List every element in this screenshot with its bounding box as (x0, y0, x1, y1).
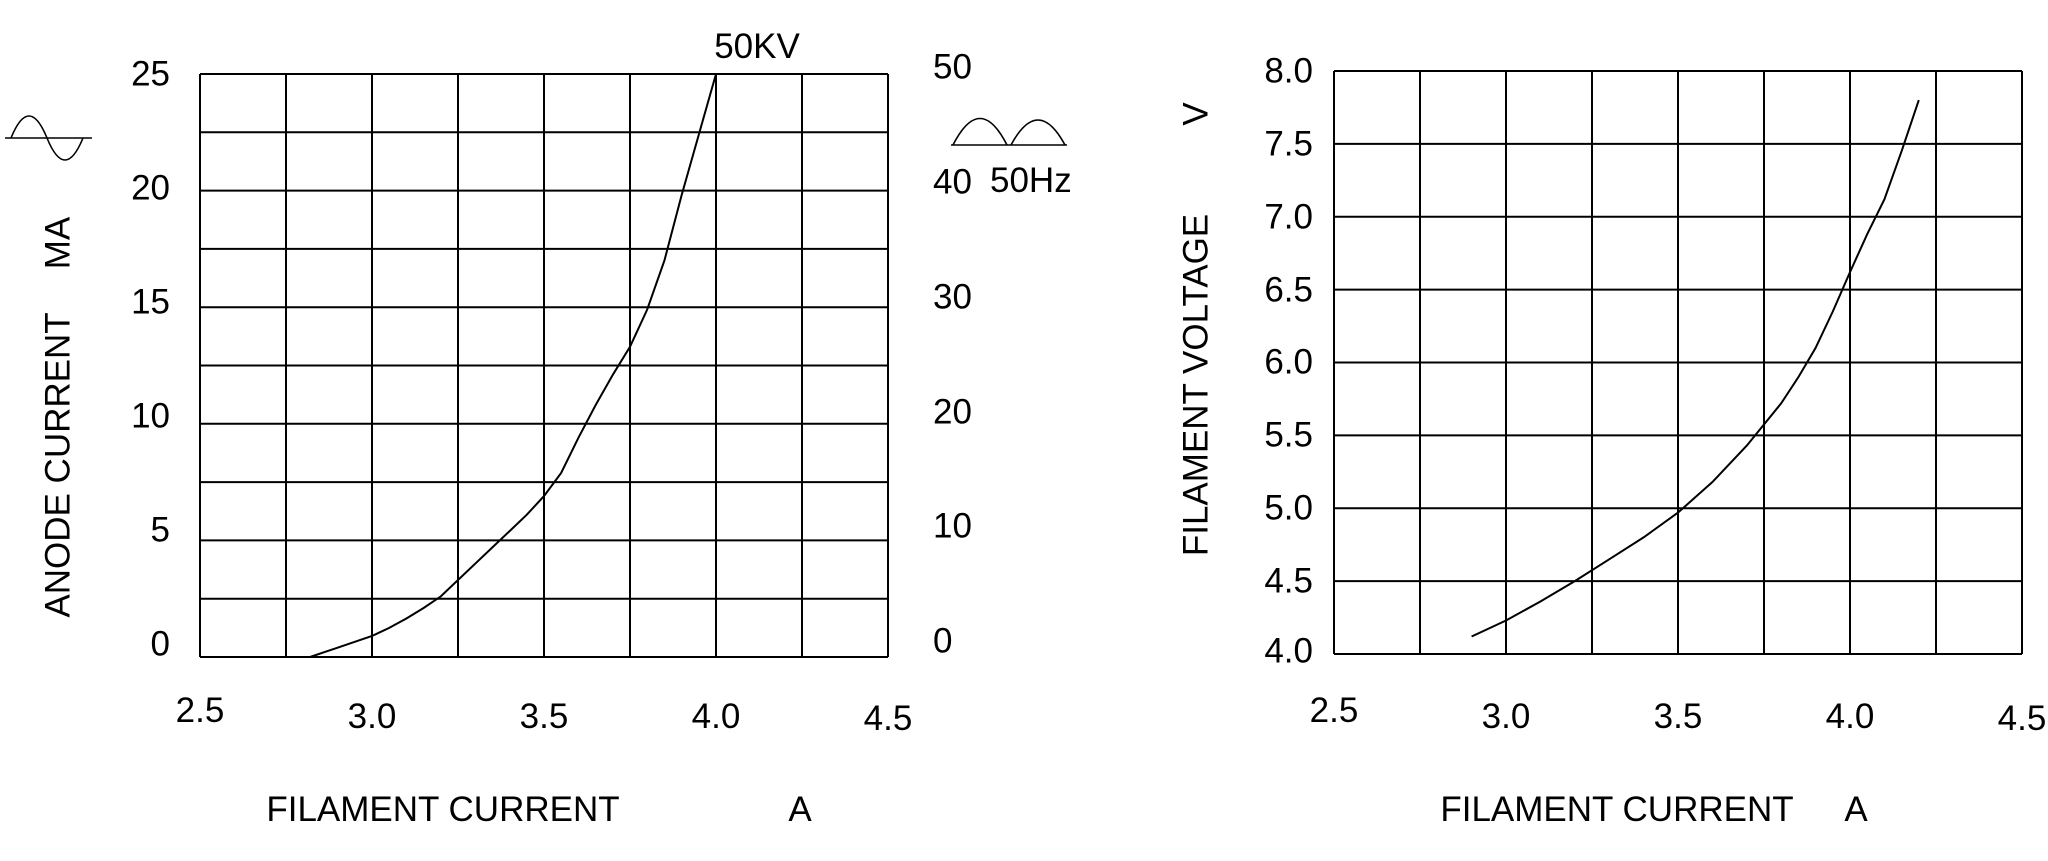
left-chart-y-title: ANODE CURRENT (38, 312, 78, 618)
right-chart-x-tick: 4.0 (1825, 697, 1875, 736)
left-chart-curve-label: 50KV (714, 27, 800, 66)
right-chart-x-tick: 3.0 (1481, 697, 1531, 736)
left-chart-x-tick: 2.5 (175, 691, 225, 730)
left-chart-y2-tick: 50 (933, 47, 972, 87)
sine-wave-icon (5, 115, 92, 161)
series-curve (1471, 99, 1920, 638)
left-chart-y2-tick: 30 (933, 277, 972, 317)
left-chart-y2-tick: 0 (933, 621, 953, 661)
left-chart-y-tick: 20 (131, 168, 170, 208)
right-chart-x-tick: 2.5 (1309, 691, 1359, 730)
rectified-wave-icon (951, 117, 1067, 146)
left-chart-y2-tick: 20 (933, 392, 972, 432)
left-chart-y-unit: MA (38, 216, 78, 270)
right-chart-y-tick: 6.0 (1264, 342, 1313, 382)
right-chart-y-tick: 5.5 (1264, 415, 1313, 455)
series-curve (309, 73, 717, 658)
right-chart-y-tick: 5.0 (1264, 488, 1313, 528)
right-chart-y-tick: 4.0 (1264, 631, 1313, 671)
left-chart-x-tick: 3.0 (347, 697, 397, 736)
right-chart-y-title: FILAMENT VOLTAGE (1176, 213, 1216, 557)
left-chart-y-tick: 5 (150, 510, 170, 550)
right-chart-y-tick: 7.0 (1264, 197, 1313, 237)
right-chart-y-tick: 7.5 (1264, 124, 1313, 164)
right-chart-x-tick: 3.5 (1653, 697, 1703, 736)
right-chart-x-unit: A (1844, 790, 1868, 829)
left-chart-y-tick: 15 (131, 282, 170, 322)
left-chart-frequency-label: 50Hz (990, 161, 1072, 200)
left-chart-x-unit: A (788, 790, 812, 829)
right-chart-y-tick: 6.5 (1264, 270, 1313, 310)
left-chart-x-tick: 4.0 (691, 697, 741, 736)
left-chart-y2-tick: 40 (933, 162, 972, 202)
left-chart-y2-tick: 10 (933, 506, 972, 546)
right-chart-y-tick: 4.5 (1264, 561, 1313, 601)
left-chart-x-tick: 4.5 (863, 699, 913, 738)
left-chart-y-tick: 10 (131, 396, 170, 436)
right-chart-y-unit: V (1176, 102, 1216, 126)
left-chart-x-tick: 3.5 (519, 697, 569, 736)
left-chart-x-title: FILAMENT CURRENT (266, 790, 620, 829)
right-chart-y-tick: 8.0 (1264, 51, 1313, 91)
right-chart-x-title: FILAMENT CURRENT (1440, 790, 1794, 829)
left-chart-y-tick: 0 (150, 624, 170, 664)
left-chart-y-tick: 25 (131, 54, 170, 94)
right-chart-x-tick: 4.5 (1997, 699, 2047, 738)
